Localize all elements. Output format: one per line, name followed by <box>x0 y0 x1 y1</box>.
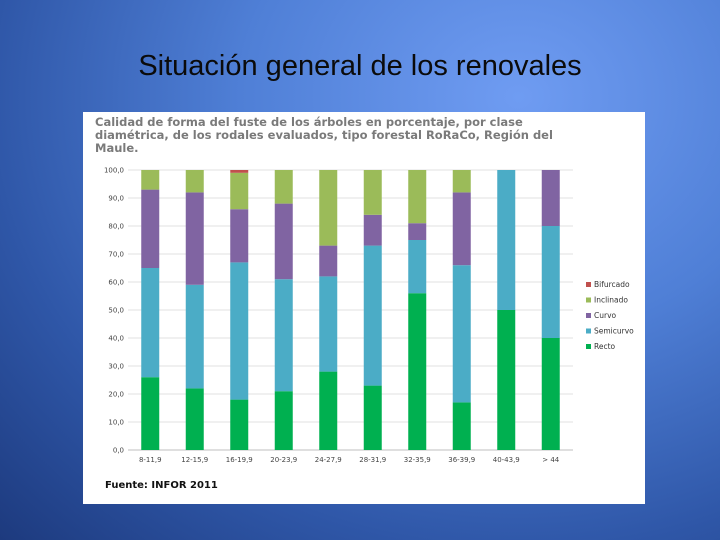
y-tick-label: 10,0 <box>108 419 124 427</box>
bar-semicurvo <box>185 284 204 389</box>
legend-label-inclinado: Inclinado <box>594 296 628 305</box>
bar-curvo <box>541 170 560 226</box>
y-tick-label: 90,0 <box>108 195 124 203</box>
bar-semicurvo <box>319 276 338 372</box>
bar-semicurvo <box>452 265 471 403</box>
bar-curvo <box>141 189 160 268</box>
bar-inclinado <box>319 170 338 246</box>
legend-swatch-curvo <box>586 313 591 318</box>
legend-label-bifurcado: Bifurcado <box>594 280 630 289</box>
x-tick-label: 28-31,9 <box>359 456 386 464</box>
bar-curvo <box>230 209 249 263</box>
legend-swatch-bifurcado <box>586 282 591 287</box>
y-tick-label: 0,0 <box>113 447 124 455</box>
x-tick-label: 32-35,9 <box>404 456 431 464</box>
bar-semicurvo <box>497 170 516 310</box>
bar-recto <box>363 385 382 450</box>
slide-title: Situación general de los renovales <box>138 50 582 82</box>
stacked-bar-chart: 0,0 10,0 20,0 30,0 40,0 50,0 60,0 70,0 80,0 90,0 1… <box>104 167 634 465</box>
bar-recto <box>452 402 471 450</box>
chart-panel: Calidad de forma del fuste de los árbole… <box>83 112 645 504</box>
bar-inclinado <box>230 172 249 210</box>
bar-inclinado <box>141 170 160 190</box>
x-tick-label: 24-27,9 <box>315 456 342 464</box>
chart-title: Calidad de forma del fuste de los árbole… <box>95 115 553 155</box>
x-tick-label: 12-15,9 <box>181 456 208 464</box>
bar-inclinado <box>185 170 204 193</box>
legend-swatch-inclinado <box>586 297 591 303</box>
x-tick-label: 36-39,9 <box>448 456 475 464</box>
bar-recto <box>141 377 160 450</box>
x-tick-label: 8-11,9 <box>139 456 162 464</box>
y-tick-label: 30,0 <box>108 363 124 371</box>
bar-semicurvo <box>230 262 249 400</box>
bar-curvo <box>452 192 471 266</box>
bar-curvo <box>363 214 382 246</box>
y-tick-label: 80,0 <box>108 223 124 231</box>
bar-curvo <box>185 192 204 285</box>
bar-semicurvo <box>408 240 427 294</box>
bar-curvo <box>319 245 338 277</box>
bar-recto <box>319 371 338 450</box>
bar-curvo <box>274 203 293 280</box>
chart-source: Fuente: INFOR 2011 <box>105 480 218 491</box>
bar-recto <box>408 293 427 450</box>
bar-semicurvo <box>141 268 160 378</box>
bar-recto <box>274 391 293 450</box>
bar-curvo <box>408 223 427 240</box>
x-tick-label: 40-43,9 <box>493 456 520 464</box>
y-tick-label: 40,0 <box>108 335 124 343</box>
legend-swatch-semicurvo <box>586 328 591 334</box>
y-tick-label: 70,0 <box>108 251 124 259</box>
bar-recto <box>185 388 204 450</box>
x-tick-label: > 44 <box>542 456 560 464</box>
legend-swatch-recto <box>586 344 591 349</box>
y-tick-label: 50,0 <box>108 307 124 315</box>
bar-inclinado <box>363 170 382 215</box>
x-tick-label: 20-23,9 <box>270 456 297 464</box>
legend-label-curvo: Curvo <box>594 311 617 320</box>
y-tick-label: 60,0 <box>108 279 124 287</box>
bar-recto <box>230 399 249 450</box>
bar-bifurcado <box>230 170 249 173</box>
y-tick-label: 100,0 <box>104 167 124 175</box>
bar-recto <box>497 310 516 450</box>
legend-label-recto: Recto <box>594 342 616 351</box>
bar-inclinado <box>408 170 427 224</box>
bar-inclinado <box>274 170 293 204</box>
x-tick-label: 16-19,9 <box>226 456 253 464</box>
y-tick-label: 20,0 <box>108 391 124 399</box>
bar-semicurvo <box>541 226 560 338</box>
bar-semicurvo <box>363 245 382 386</box>
bar-semicurvo <box>274 279 293 392</box>
bar-inclinado <box>452 170 471 193</box>
legend-label-semicurvo: Semicurvo <box>594 327 634 336</box>
bar-recto <box>541 338 560 450</box>
